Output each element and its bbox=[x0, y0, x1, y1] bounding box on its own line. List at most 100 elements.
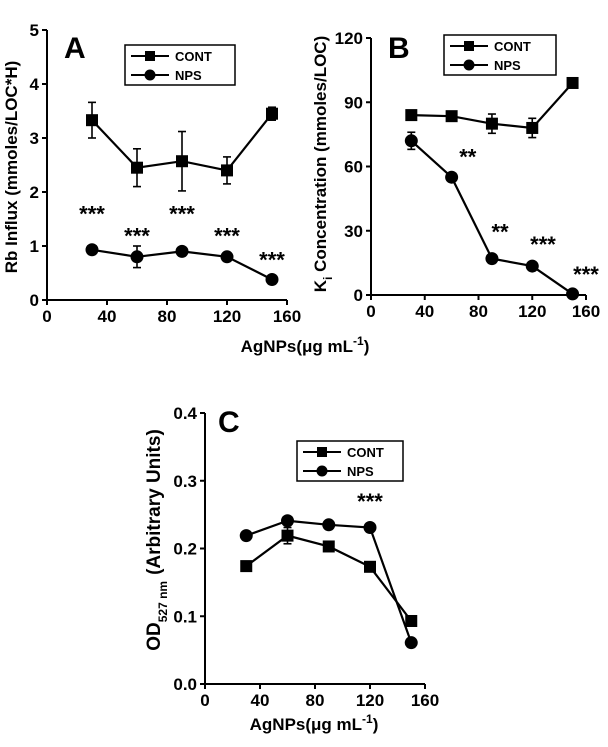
panel-b-series-nps-point bbox=[404, 134, 418, 148]
panel-b-y-tick-label: 60 bbox=[344, 158, 363, 177]
panel-b-legend-box bbox=[443, 34, 557, 76]
x-axis-label-top-end: ) bbox=[364, 337, 370, 356]
panel-c-y-tick-label: 0.0 bbox=[173, 675, 197, 694]
panel-a: A 0 40 80 120 160 0 1 2 3 4 5 *** *** *** *** *** CONT NP… bbox=[2, 21, 301, 326]
panel-a-series-cont-point bbox=[131, 161, 143, 174]
y-axis-label-b-rest: Concentration (mmoles/LOC) bbox=[311, 36, 330, 277]
panel-b-significance-label: *** bbox=[530, 232, 556, 257]
panel-a-x-tick-label: 40 bbox=[98, 307, 117, 326]
panel-b-x-tick-label: 120 bbox=[518, 302, 546, 321]
panel-c-x-tick-label: 0 bbox=[200, 691, 209, 710]
panel-c-series-nps-line bbox=[245, 519, 413, 644]
y-axis-label-b: Ki Concentration (mmoles/LOC) bbox=[311, 36, 335, 292]
panel-a-x-tick-label: 120 bbox=[213, 307, 241, 326]
panel-b-series-cont-point bbox=[566, 76, 579, 89]
panel-b-legend-label-nps: NPS bbox=[494, 58, 521, 73]
panel-c-legend: CONT NPS bbox=[296, 440, 404, 482]
panel-a-significance-label: *** bbox=[124, 223, 150, 248]
y-axis-label-a: Rb Influx (mmoles/LOC*H) bbox=[2, 61, 21, 274]
panel-a-legend: CONT NPS bbox=[124, 44, 236, 86]
panel-a-significance-label: *** bbox=[259, 248, 285, 273]
x-axis-label-c-main: AgNPs(μg mL bbox=[250, 715, 362, 734]
panel-b-x-tick-label: 160 bbox=[572, 302, 600, 321]
panel-a-legend-label-nps: NPS bbox=[175, 68, 202, 83]
panel-b-series-cont-point bbox=[485, 117, 498, 130]
panel-a-series-nps-point bbox=[220, 250, 234, 264]
panel-b-legend-label-cont: CONT bbox=[494, 39, 531, 54]
panel-c-series-cont-point bbox=[240, 560, 253, 573]
panel-c-series-nps-point bbox=[363, 520, 377, 534]
x-axis-label-c-sup: -1 bbox=[362, 712, 373, 726]
panel-b-legend-marker bbox=[463, 59, 475, 71]
panel-a-significance-label: *** bbox=[79, 202, 105, 227]
panel-a-legend-label-cont: CONT bbox=[175, 49, 212, 64]
y-axis-label-b-main: K bbox=[311, 279, 330, 292]
panel-a-y-tick-label: 3 bbox=[30, 129, 39, 148]
panel-b-y-tick-label: 0 bbox=[354, 286, 363, 305]
panel-c-series-cont-point bbox=[322, 540, 335, 553]
x-axis-label-top-main: AgNPs(μg mL bbox=[241, 337, 353, 356]
panel-c: C 0 40 80 120 160 0.0 0.1 0.2 0.3 0.4 *** CONT NPS O… bbox=[144, 404, 439, 734]
panel-a-y-tick-label: 4 bbox=[30, 75, 40, 94]
panel-c-y-tick-label: 0.4 bbox=[173, 404, 197, 423]
y-axis-label-b-sub: i bbox=[321, 277, 335, 280]
panel-a-series-cont-point bbox=[86, 114, 98, 127]
panel-c-legend-label-cont: CONT bbox=[347, 445, 384, 460]
panel-b-series-nps-point bbox=[485, 252, 499, 266]
x-axis-label-top-sup: -1 bbox=[353, 334, 364, 348]
panel-c-legend-marker bbox=[316, 465, 328, 477]
plot-area-c: 0 40 80 120 160 0.0 0.1 0.2 0.3 0.4 *** CONT NPS bbox=[173, 404, 439, 710]
plot-area-a: 0 40 80 120 160 0 1 2 3 4 5 *** *** *** *** *** CONT NPS bbox=[30, 21, 302, 326]
panel-c-series-cont-point bbox=[364, 560, 376, 573]
panel-b-legend: CONT NPS bbox=[443, 34, 557, 76]
panel-c-series-cont-point bbox=[281, 529, 294, 542]
panel-b: B 0 40 80 120 1600306090120**********CONTNPS… bbox=[311, 29, 600, 321]
panel-c-y-tick-label: 0.1 bbox=[173, 607, 197, 626]
panel-letter-a: A bbox=[64, 32, 86, 65]
panel-b-series-cont-point bbox=[405, 109, 418, 122]
panel-b-y-tick-label: 120 bbox=[335, 29, 363, 48]
panel-c-significance-label: *** bbox=[357, 489, 383, 514]
panel-c-series-nps-point bbox=[322, 518, 336, 532]
panel-letter-c: C bbox=[218, 406, 240, 439]
panel-b-y-tick-label: 30 bbox=[344, 222, 363, 241]
panel-a-legend-marker bbox=[145, 51, 155, 61]
panel-c-series-cont-point bbox=[405, 614, 418, 627]
panel-a-y-tick-label: 1 bbox=[30, 237, 39, 256]
panel-b-series-nps-point bbox=[525, 259, 539, 273]
y-axis-label-c-main: OD bbox=[144, 622, 165, 651]
x-axis-label-c-end: ) bbox=[373, 715, 379, 734]
panel-a-series-cont-point bbox=[176, 155, 188, 168]
panel-a-legend-box bbox=[124, 44, 236, 86]
panel-c-legend-marker bbox=[317, 447, 327, 457]
panel-b-x-tick-label: 80 bbox=[469, 302, 488, 321]
y-axis-label-c-sub: 527 nm bbox=[156, 581, 170, 622]
panel-a-series-nps-point bbox=[130, 250, 144, 264]
panel-a-series-cont-point bbox=[221, 164, 233, 177]
panel-a-x-tick-label: 80 bbox=[158, 307, 177, 326]
panel-c-series-nps-point bbox=[281, 514, 294, 528]
panel-b-series-nps-line bbox=[410, 139, 574, 295]
panel-a-legend-marker bbox=[144, 69, 156, 81]
panel-c-y-tick-label: 0.3 bbox=[173, 472, 197, 491]
panel-c-x-tick-label: 80 bbox=[306, 691, 325, 710]
panel-c-x-tick-label: 40 bbox=[251, 691, 270, 710]
panel-b-series-nps-point bbox=[445, 170, 459, 184]
x-axis-label-c: AgNPs(μg mL-1) bbox=[250, 712, 379, 734]
panel-a-y-tick-label: 5 bbox=[30, 21, 39, 40]
panel-a-significance-label: *** bbox=[169, 202, 195, 227]
panel-c-x-tick-label: 120 bbox=[356, 691, 384, 710]
panel-b-significance-label: ** bbox=[459, 144, 477, 169]
panel-b-x-tick-label: 40 bbox=[415, 302, 434, 321]
panel-b-significance-label: ** bbox=[491, 219, 509, 244]
panel-b-legend-marker bbox=[464, 41, 474, 51]
panel-a-series-nps-point bbox=[85, 243, 99, 257]
panel-b-series-nps-point bbox=[566, 287, 580, 301]
panel-b-series-cont-point bbox=[526, 121, 539, 134]
panel-a-y-tick-label: 2 bbox=[30, 183, 39, 202]
panel-b-series-cont-point bbox=[445, 110, 458, 123]
panel-c-legend-label-nps: NPS bbox=[347, 464, 374, 479]
panel-c-series-nps-point bbox=[239, 529, 253, 543]
